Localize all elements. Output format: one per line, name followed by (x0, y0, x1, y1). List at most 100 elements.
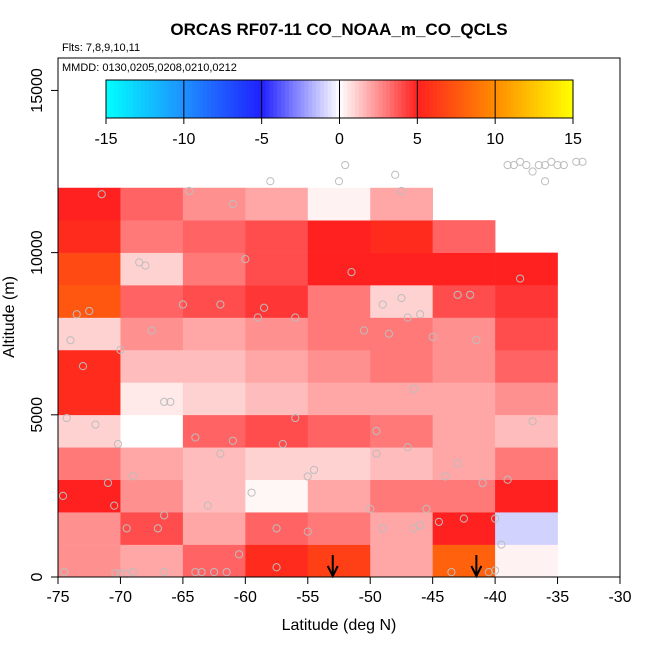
colorbar-segment (565, 80, 570, 118)
heatmap-cell (182, 414, 246, 448)
data-point (58, 491, 68, 501)
colorbar-segment (358, 80, 364, 118)
colorbar-segment (526, 80, 531, 118)
colorbar-segment (534, 80, 539, 118)
colorbar-segment (273, 80, 278, 118)
colorbar-segment (561, 80, 566, 118)
colorbar-segment (308, 80, 313, 118)
data-point (334, 177, 344, 186)
data-point (178, 300, 187, 309)
x-axis-label: Latitude (deg N) (282, 617, 397, 634)
data-point (359, 326, 369, 335)
data-point (547, 157, 556, 166)
data-point (528, 167, 537, 176)
heatmap-cell (245, 512, 309, 545)
data-point (97, 190, 106, 199)
data-point (291, 413, 300, 423)
data-point (515, 157, 525, 166)
heatmap-cell (58, 447, 121, 480)
heatmap-cell (58, 317, 121, 351)
colorbar-segment (199, 80, 204, 118)
colorbar-segment (429, 80, 434, 118)
heatmap-cell (307, 512, 371, 545)
heatmap-cell (495, 317, 558, 351)
heatmap-cell (245, 447, 309, 480)
colorbar-segment (335, 80, 340, 118)
colorbar-segment (362, 80, 368, 118)
colorbar-segment (109, 80, 115, 118)
data-point (110, 501, 119, 510)
heatmap-cell (182, 382, 246, 416)
data-point (203, 501, 212, 510)
colorbar-segment (374, 80, 379, 118)
colorbar-segment (168, 80, 173, 118)
heatmap-cell (432, 285, 496, 318)
data-point (453, 290, 462, 299)
colorbar-segment (113, 80, 119, 118)
x-tick-label: -30 (608, 589, 631, 606)
plot-frame (57, 57, 621, 578)
colorbar-segment (530, 80, 535, 118)
data-point (147, 326, 156, 335)
data-point (153, 524, 163, 533)
colorbar-segment (425, 80, 430, 118)
heatmap-cell (58, 187, 121, 221)
heatmap-cell (495, 285, 558, 318)
data-point (403, 443, 412, 452)
colorbar-segment (257, 80, 263, 118)
heatmap-cell (370, 220, 433, 253)
heatmap-cell (58, 544, 121, 578)
data-points (58, 157, 587, 578)
colorbar-segment (117, 80, 123, 118)
colorbar-segment (148, 80, 154, 118)
heatmap-cell (120, 382, 184, 416)
data-point (472, 336, 481, 345)
colorbar-segment (207, 80, 212, 118)
flights-note: Flts: 7,8,9,10,11 (62, 42, 140, 54)
colorbar-segment (514, 80, 520, 118)
data-point (384, 329, 394, 338)
colorbar-segment (487, 80, 492, 118)
data-point (60, 568, 69, 577)
colorbar-segment (502, 80, 508, 118)
heatmap-cell (58, 252, 121, 286)
data-point (160, 397, 169, 406)
heatmap-cell (307, 414, 371, 448)
data-point (503, 475, 512, 484)
data-point (228, 199, 237, 209)
data-point (128, 568, 138, 577)
heatmap-cell (307, 544, 371, 578)
data-point (91, 420, 100, 429)
heatmap-cell (495, 349, 558, 383)
data-point (309, 465, 319, 475)
heatmap-cell (245, 252, 309, 286)
data-point (341, 160, 350, 170)
colorbar-segment (405, 80, 411, 118)
heatmap-cell (120, 220, 184, 253)
data-point (391, 170, 400, 179)
heatmap-cell (370, 447, 433, 480)
heatmap-cell (495, 382, 558, 416)
data-point (72, 310, 81, 319)
colorbar-segment (541, 80, 547, 118)
colorbar-segment (553, 80, 558, 118)
colorbar-segment (214, 80, 220, 118)
x-axis: -75 -70 -65 -60 -55 -50 -45 -40 -35 -30 (46, 577, 632, 606)
data-point (103, 478, 113, 488)
data-point (253, 313, 262, 322)
data-point (272, 524, 281, 533)
colorbar-segment (253, 80, 259, 118)
colorbar-segment (471, 80, 477, 118)
heatmap-cell (245, 187, 309, 221)
data-point (503, 160, 512, 170)
data-point (210, 568, 219, 577)
arrow-marker-head (470, 565, 483, 579)
data-point (403, 313, 412, 322)
colorbar-segment (475, 80, 481, 118)
y-tick-label: 10000 (29, 230, 46, 275)
heatmap-cell (370, 349, 433, 383)
heatmap-cell (370, 414, 433, 448)
data-point (372, 426, 381, 436)
data-point (428, 332, 437, 342)
